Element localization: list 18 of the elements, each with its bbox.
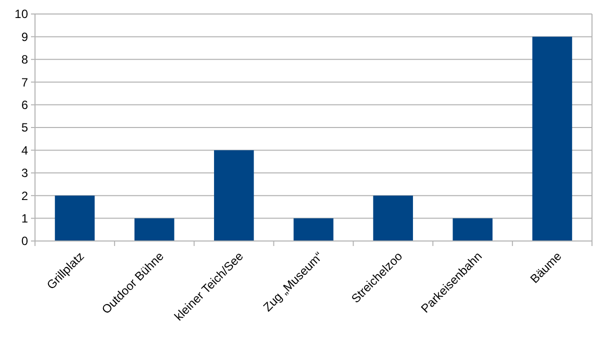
y-tick-label: 0 [21,234,28,248]
y-tick-label: 6 [21,98,28,112]
y-tick-label: 9 [21,30,28,44]
y-tick-label: 8 [21,52,28,67]
y-tick-label: 1 [21,212,28,226]
y-tick-label: 10 [14,7,28,22]
y-tick-label: 4 [21,143,28,158]
y-tick-label: 5 [21,120,28,135]
y-tick-label: 2 [21,188,28,203]
bar [214,150,254,241]
bar [54,196,95,241]
bar [294,218,334,241]
bar [452,218,493,241]
y-tick-label: 3 [21,166,28,180]
y-tick-label: 7 [21,75,28,90]
bar [532,36,572,241]
bar [373,196,413,241]
bar [134,218,174,241]
